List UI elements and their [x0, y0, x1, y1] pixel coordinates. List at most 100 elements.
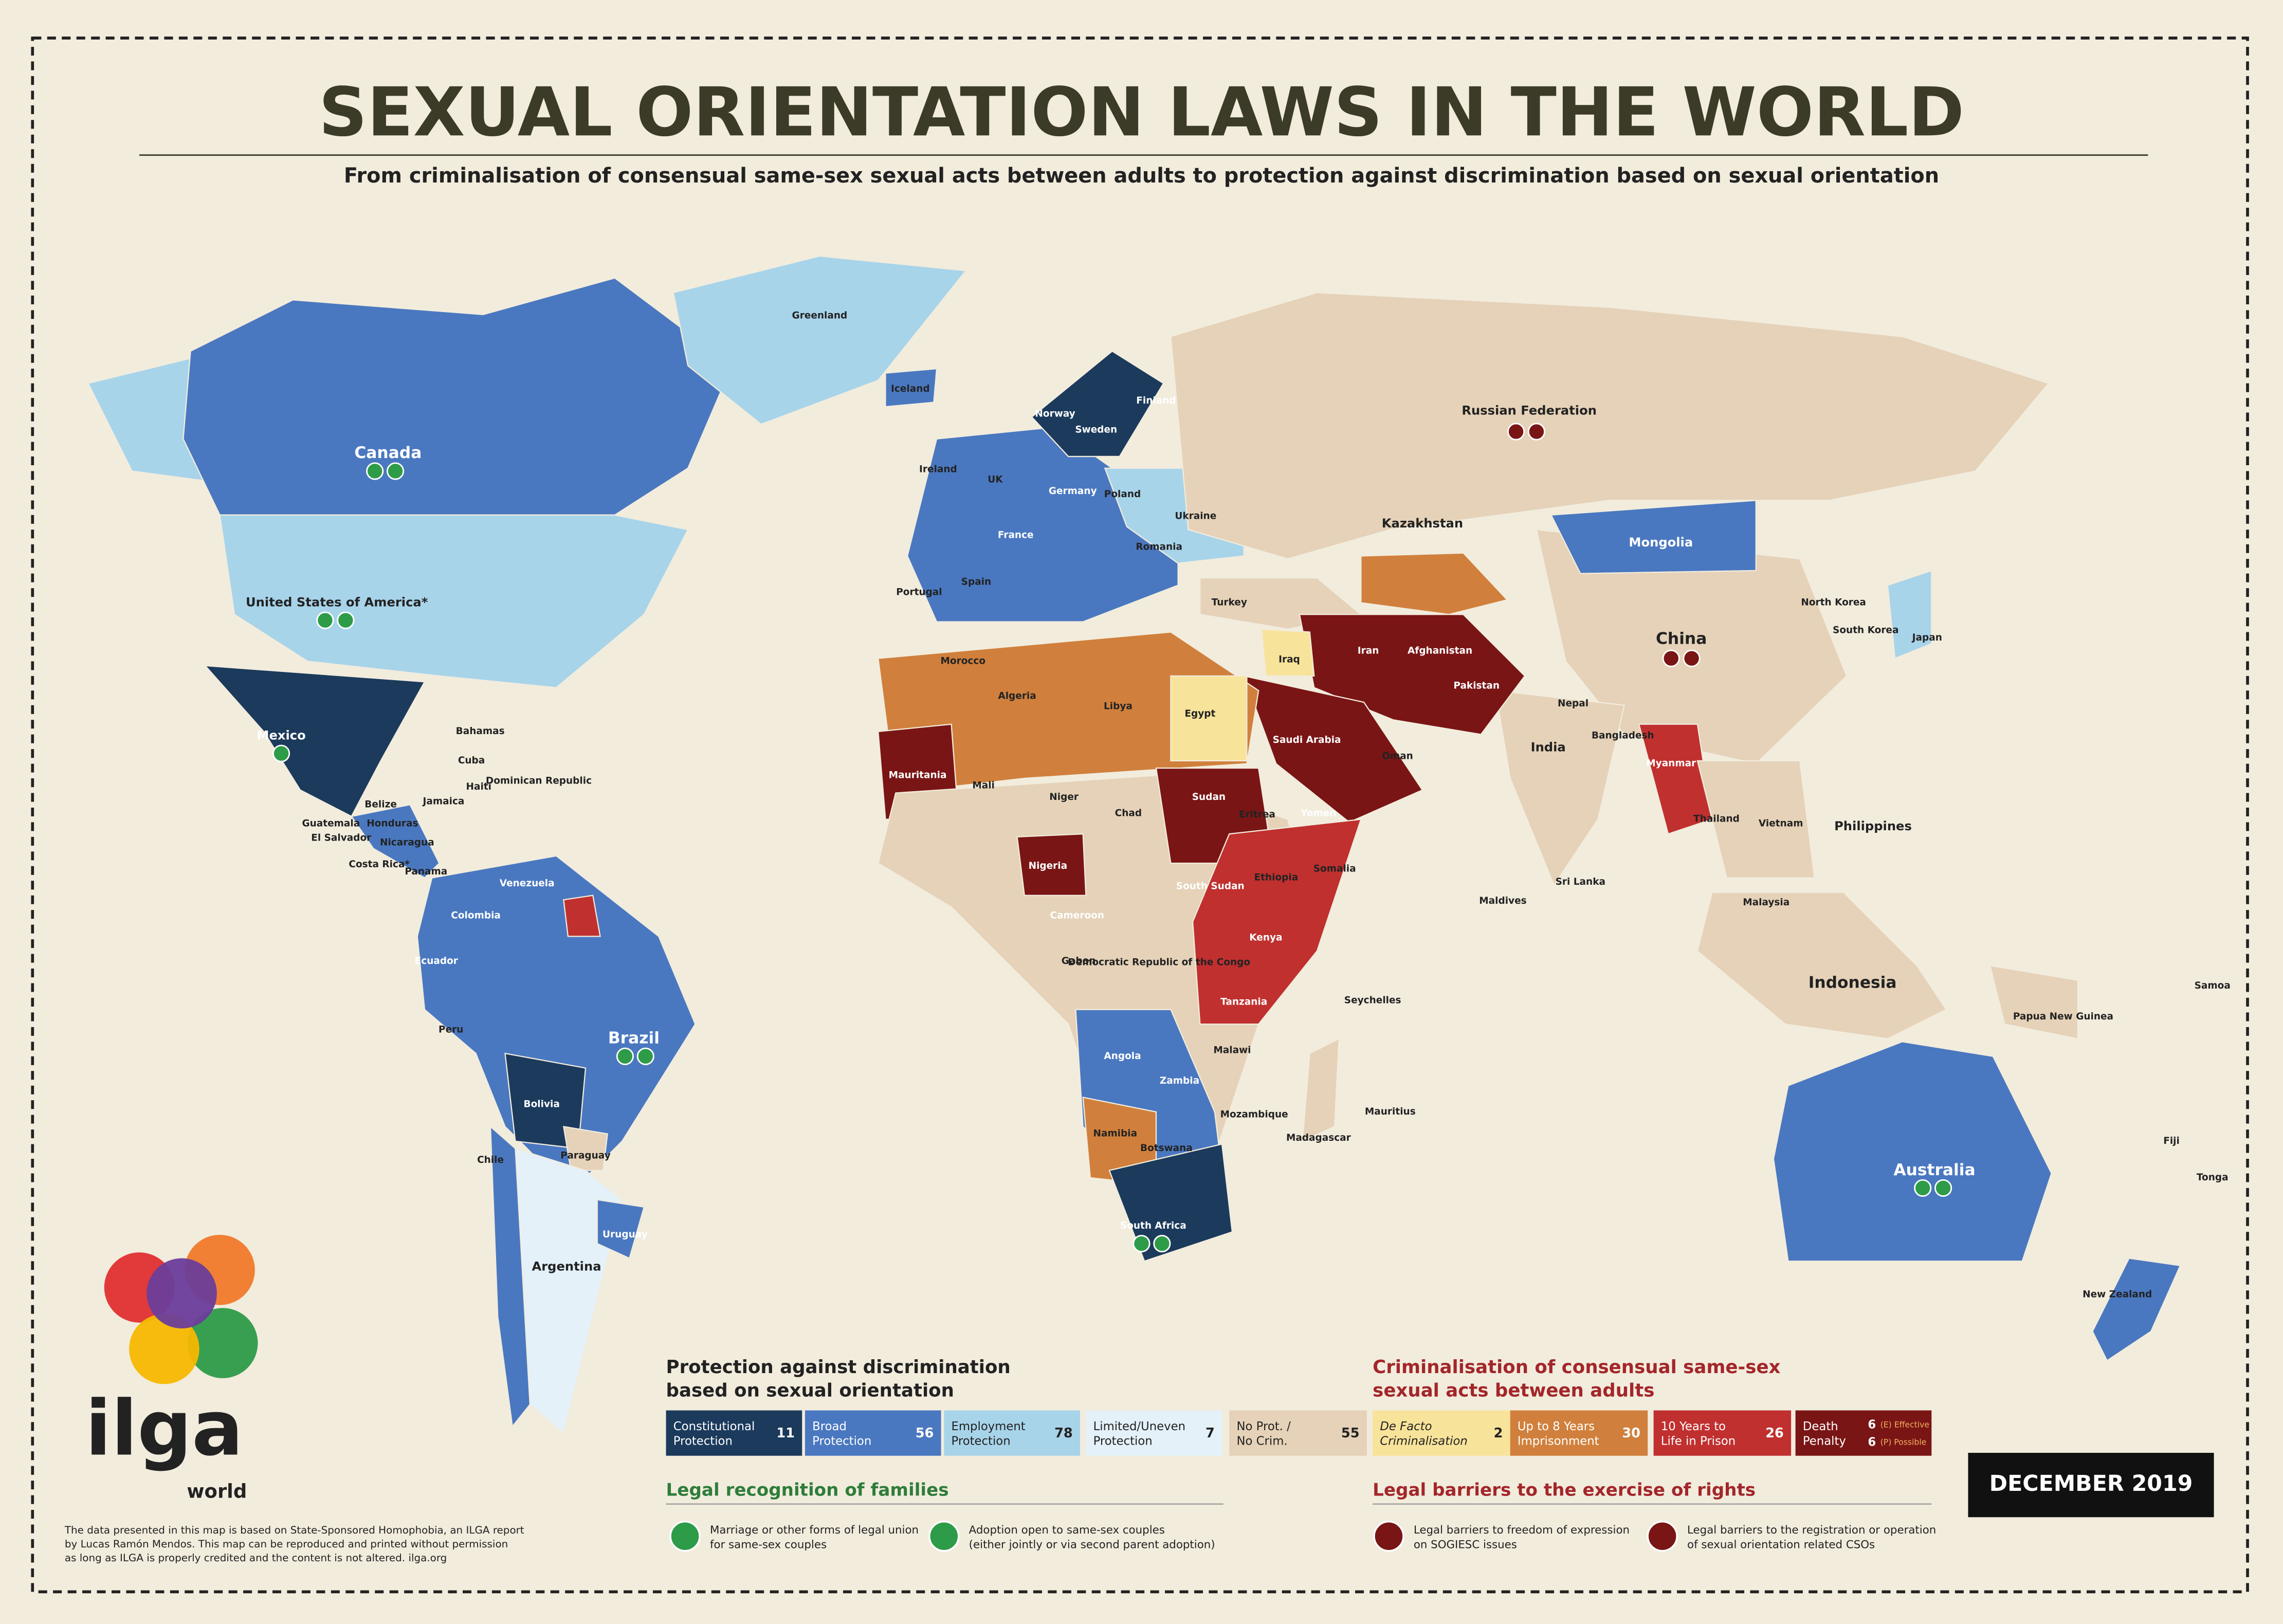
legend-count: 26 [1765, 1426, 1784, 1441]
legend-label-line: Limited/Uneven [1093, 1419, 1185, 1433]
legend-label: 10 Years to Life in Prison [1661, 1419, 1736, 1447]
legend-label-line: Criminalisation [1380, 1434, 1467, 1448]
country-label: Thailand [1693, 814, 1740, 825]
country-label: Brazil [608, 1029, 660, 1048]
guyana [563, 895, 601, 937]
law-icon [316, 611, 334, 629]
legend-icon [1647, 1521, 1678, 1552]
country-label: Bolivia [523, 1099, 559, 1110]
world-map [87, 255, 2181, 1435]
country-label: Sri Lanka [1556, 877, 1605, 887]
footnote-line: by Lucas Ramón Mendos. This map can be r… [65, 1538, 508, 1549]
legend-label: Death Penalty [1803, 1419, 1846, 1447]
legend-swatch [666, 1410, 802, 1456]
country-label: Paraguay [560, 1150, 610, 1161]
country-label: Ireland [919, 464, 957, 475]
country-label: Afghanistan [1408, 645, 1472, 656]
legend-label-line: Constitutional [673, 1419, 755, 1433]
legend-icon-label-line: Legal barriers to freedom of expression [1414, 1524, 1630, 1537]
country-label: South Sudan [1176, 881, 1245, 892]
country-label: Chad [1115, 808, 1142, 818]
country-label: UK [988, 474, 1003, 485]
russia [1170, 292, 2050, 560]
papua-new-guinea [1989, 964, 2079, 1040]
new-zealand [2092, 1257, 2181, 1362]
country-label: Japan [1911, 632, 1942, 643]
country-label: Mexico [257, 728, 305, 743]
country-label: Panama [405, 866, 447, 877]
legend-label-line: 10 Years to [1661, 1419, 1726, 1433]
legend-title: Protection against discrimination based o… [666, 1357, 1011, 1401]
legend-swatch [1795, 1410, 1932, 1456]
legend-label-line: No Prot. / [1236, 1419, 1291, 1433]
iceland [885, 368, 938, 408]
country-label: Iraq [1279, 654, 1300, 665]
japan [1887, 570, 1932, 660]
central-america [350, 804, 440, 879]
date-box [1968, 1453, 2214, 1518]
country-label: Portugal [896, 587, 942, 598]
country-label: Oman [1382, 751, 1413, 761]
border [31, 37, 2249, 1594]
country-label: Finland [1136, 395, 1176, 406]
country-label: Yemen [1300, 808, 1336, 818]
country-label: Algeria [998, 691, 1036, 702]
country-label: Colombia [451, 910, 501, 921]
india [1494, 689, 1626, 887]
country-label: Greenland [792, 311, 848, 321]
legend-count: 6 [1868, 1418, 1876, 1431]
footnote-line: as long as ILGA is properly credited and… [65, 1552, 447, 1563]
legend-label: Broad Protection [812, 1419, 871, 1447]
legend-icon-label: Marriage or other forms of legal union fo… [710, 1524, 919, 1551]
legend-count: 56 [916, 1426, 934, 1441]
law-icon [1133, 1234, 1150, 1253]
legend-count: 55 [1341, 1426, 1360, 1441]
country-label: Iran [1358, 645, 1379, 656]
legend-label-line: Protection [673, 1434, 733, 1448]
legend-label: Constitutional Protection [673, 1419, 755, 1447]
country-label: Zambia [1160, 1075, 1199, 1086]
nigeria [1016, 833, 1087, 896]
legend-icon-label-line: on SOGIESC issues [1414, 1538, 1517, 1551]
legend-label-line: Protection [812, 1434, 871, 1448]
country-label: Nigeria [1029, 861, 1068, 871]
law-icon [1507, 423, 1525, 441]
legend-swatch [1373, 1410, 1510, 1456]
country-label: El Salvador [311, 833, 372, 844]
legend-title-line: based on sexual orientation [666, 1380, 954, 1401]
country-label: Ukraine [1175, 511, 1216, 522]
country-label: Argentina [532, 1260, 601, 1274]
country-label: Malaysia [1743, 897, 1789, 908]
logo-blob [147, 1258, 217, 1329]
country-label: Mali [972, 780, 995, 791]
country-label: Morocco [941, 655, 986, 666]
country-label: Sweden [1075, 425, 1117, 435]
law-icon [1934, 1179, 1952, 1197]
legend-count: 2 [1494, 1426, 1503, 1441]
subtitle: From criminalisation of consensual same-… [344, 164, 1939, 188]
legend-label-line: De Facto [1380, 1419, 1432, 1433]
country-label: Libya [1104, 701, 1133, 712]
title: SEXUAL ORIENTATION LAWS IN THE WORLD [319, 72, 1964, 151]
indonesia [1696, 891, 1947, 1039]
canada [182, 277, 733, 516]
country-label: Iceland [891, 384, 930, 394]
law-icon [636, 1047, 654, 1065]
country-label: Uruguay [602, 1229, 648, 1240]
country-label: Romania [1136, 541, 1182, 552]
legend-label-line: Broad [812, 1419, 847, 1433]
legend-count: 7 [1206, 1426, 1215, 1441]
country-label: Sudan [1192, 792, 1226, 802]
legend-count: 11 [776, 1426, 795, 1441]
country-label: Poland [1104, 489, 1141, 500]
country-label: Nicaragua [380, 837, 434, 848]
country-label: Myanmar [1646, 758, 1696, 769]
country-label: Kazakhstan [1382, 516, 1463, 531]
legend-count: 78 [1054, 1426, 1073, 1441]
country-label: Angola [1104, 1051, 1141, 1062]
country-label: Turkey [1212, 597, 1247, 608]
footnote: The data presented in this map is based … [64, 1524, 524, 1563]
country-label: Fiji [2163, 1136, 2180, 1146]
legend-label: Up to 8 Years Imprisonment [1518, 1419, 1599, 1447]
